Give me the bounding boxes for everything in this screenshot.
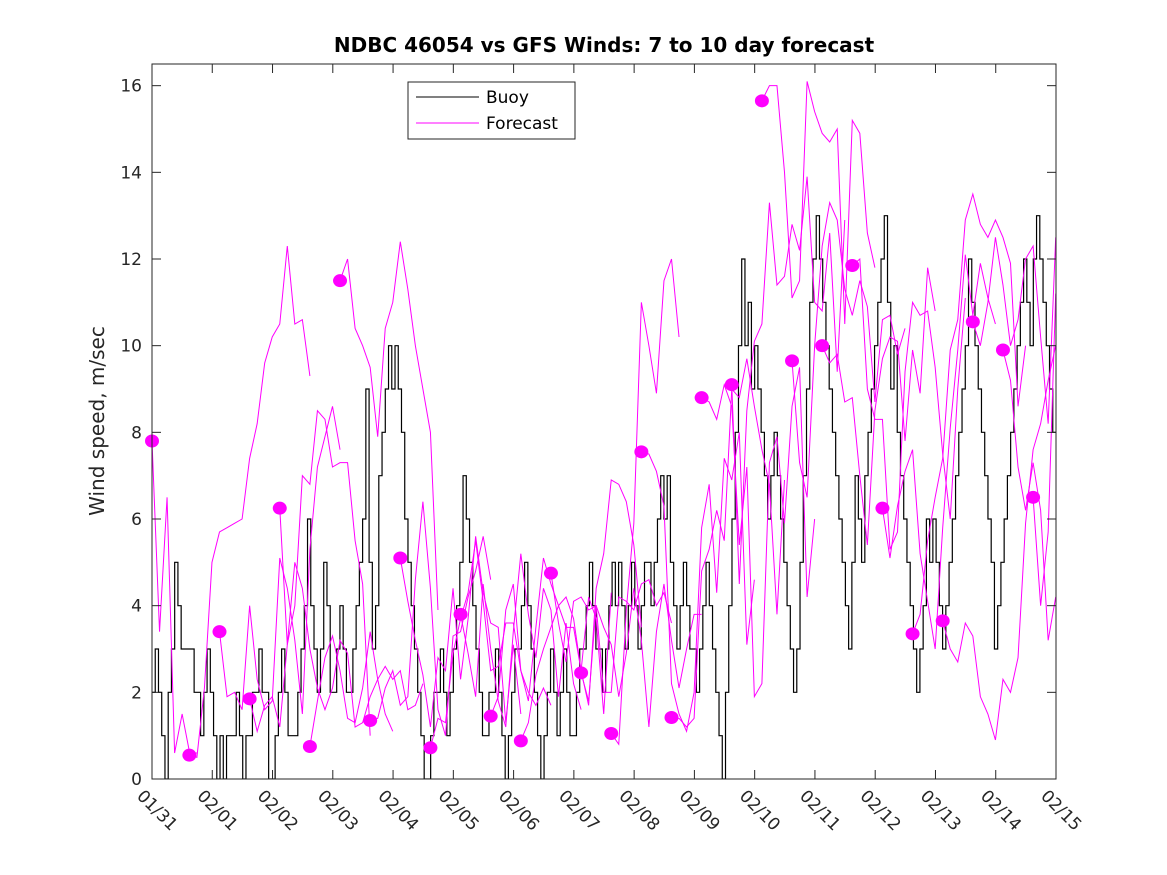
forecast-line-21: [791, 200, 906, 498]
forecast-line-29: [1032, 293, 1056, 606]
forecast-line-8: [399, 536, 522, 728]
forecast-marker-23: [845, 259, 860, 272]
forecast-marker-26: [935, 614, 950, 628]
forecast-line-4: [279, 508, 394, 732]
forecast-line-5: [309, 631, 424, 747]
y-tick-label: 16: [120, 77, 142, 97]
forecast-line-19: [731, 176, 846, 585]
forecast-markers: [145, 94, 1041, 762]
legend-label-forecast: Forecast: [486, 114, 558, 134]
y-tick-label: 6: [131, 510, 142, 530]
forecast-marker-18: [694, 391, 709, 405]
forecast-line-11: [490, 557, 612, 717]
plot-frame: [151, 63, 1057, 780]
forecast-marker-5: [302, 740, 317, 753]
forecast-marker-29: [1026, 490, 1041, 504]
forecast-marker-4: [272, 501, 287, 515]
forecast-line-28: [1002, 349, 1056, 641]
forecast-line-16: [641, 432, 755, 734]
forecast-marker-16: [634, 445, 649, 459]
legend-box: [407, 81, 576, 140]
forecast-marker-2: [212, 625, 227, 639]
y-tick-label: 2: [131, 683, 142, 703]
forecast-marker-22: [815, 339, 830, 353]
forecast-line-27: [972, 237, 1056, 424]
forecast-marker-25: [905, 627, 920, 641]
chart-title: NDBC 46054 vs GFS Winds: 7 to 10 day for…: [334, 33, 875, 57]
forecast-marker-17: [664, 710, 679, 724]
buoy-series: [152, 215, 1056, 779]
forecast-line-2: [219, 406, 341, 715]
buoy-line: [152, 215, 1056, 779]
forecast-marker-3: [242, 692, 257, 706]
plot-area: [152, 64, 1056, 779]
forecast-marker-6: [333, 274, 348, 288]
forecast-marker-24: [875, 501, 890, 515]
forecast-line-3: [249, 409, 371, 736]
forecast-marker-14: [574, 666, 589, 680]
forecast-line-22: [821, 267, 936, 546]
forecast-marker-9: [423, 741, 438, 755]
forecast-marker-28: [995, 343, 1010, 357]
forecast-series: [152, 81, 1056, 758]
forecast-marker-21: [785, 354, 800, 368]
y-tick-label: 12: [120, 250, 142, 270]
y-tick-label: 8: [131, 423, 142, 443]
legend-label-buoy: Buoy: [486, 88, 529, 108]
forecast-marker-11: [483, 709, 498, 723]
forecast-line-10: [460, 553, 582, 728]
forecast-marker-15: [604, 727, 619, 740]
forecast-marker-19: [724, 378, 739, 392]
y-tick-label: 14: [120, 163, 142, 183]
legend: Buoy Forecast: [407, 81, 576, 140]
y-axis-label: Wind speed, m/sec: [85, 326, 109, 516]
forecast-marker-12: [513, 734, 528, 748]
y-tick-label: 4: [131, 597, 142, 617]
forecast-line-23: [851, 257, 966, 550]
forecast-marker-20: [754, 94, 769, 108]
forecast-line-18: [701, 367, 816, 699]
forecast-marker-7: [363, 714, 378, 727]
forecast-line-17: [671, 358, 785, 728]
y-axis: 0 2 4 6 8 10 12 14 16: [120, 77, 1056, 790]
forecast-line-14: [580, 583, 702, 728]
forecast-marker-13: [543, 566, 558, 580]
forecast-line-24: [881, 254, 996, 650]
forecast-marker-27: [965, 315, 980, 329]
forecast-marker-1: [182, 748, 197, 762]
forecast-line-6: [339, 241, 439, 611]
y-tick-label: 10: [120, 337, 142, 357]
forecast-line-25: [912, 192, 1027, 635]
forecast-line-15: [610, 258, 680, 746]
forecast-line-13: [550, 573, 672, 693]
forecast-marker-8: [393, 551, 408, 565]
forecast-marker-10: [453, 607, 468, 621]
forecast-line-26: [942, 345, 1056, 741]
y-tick-label: 0: [131, 770, 142, 790]
forecast-line-9: [429, 540, 552, 748]
forecast-line-20: [761, 81, 876, 325]
forecast-line-1: [189, 245, 311, 758]
